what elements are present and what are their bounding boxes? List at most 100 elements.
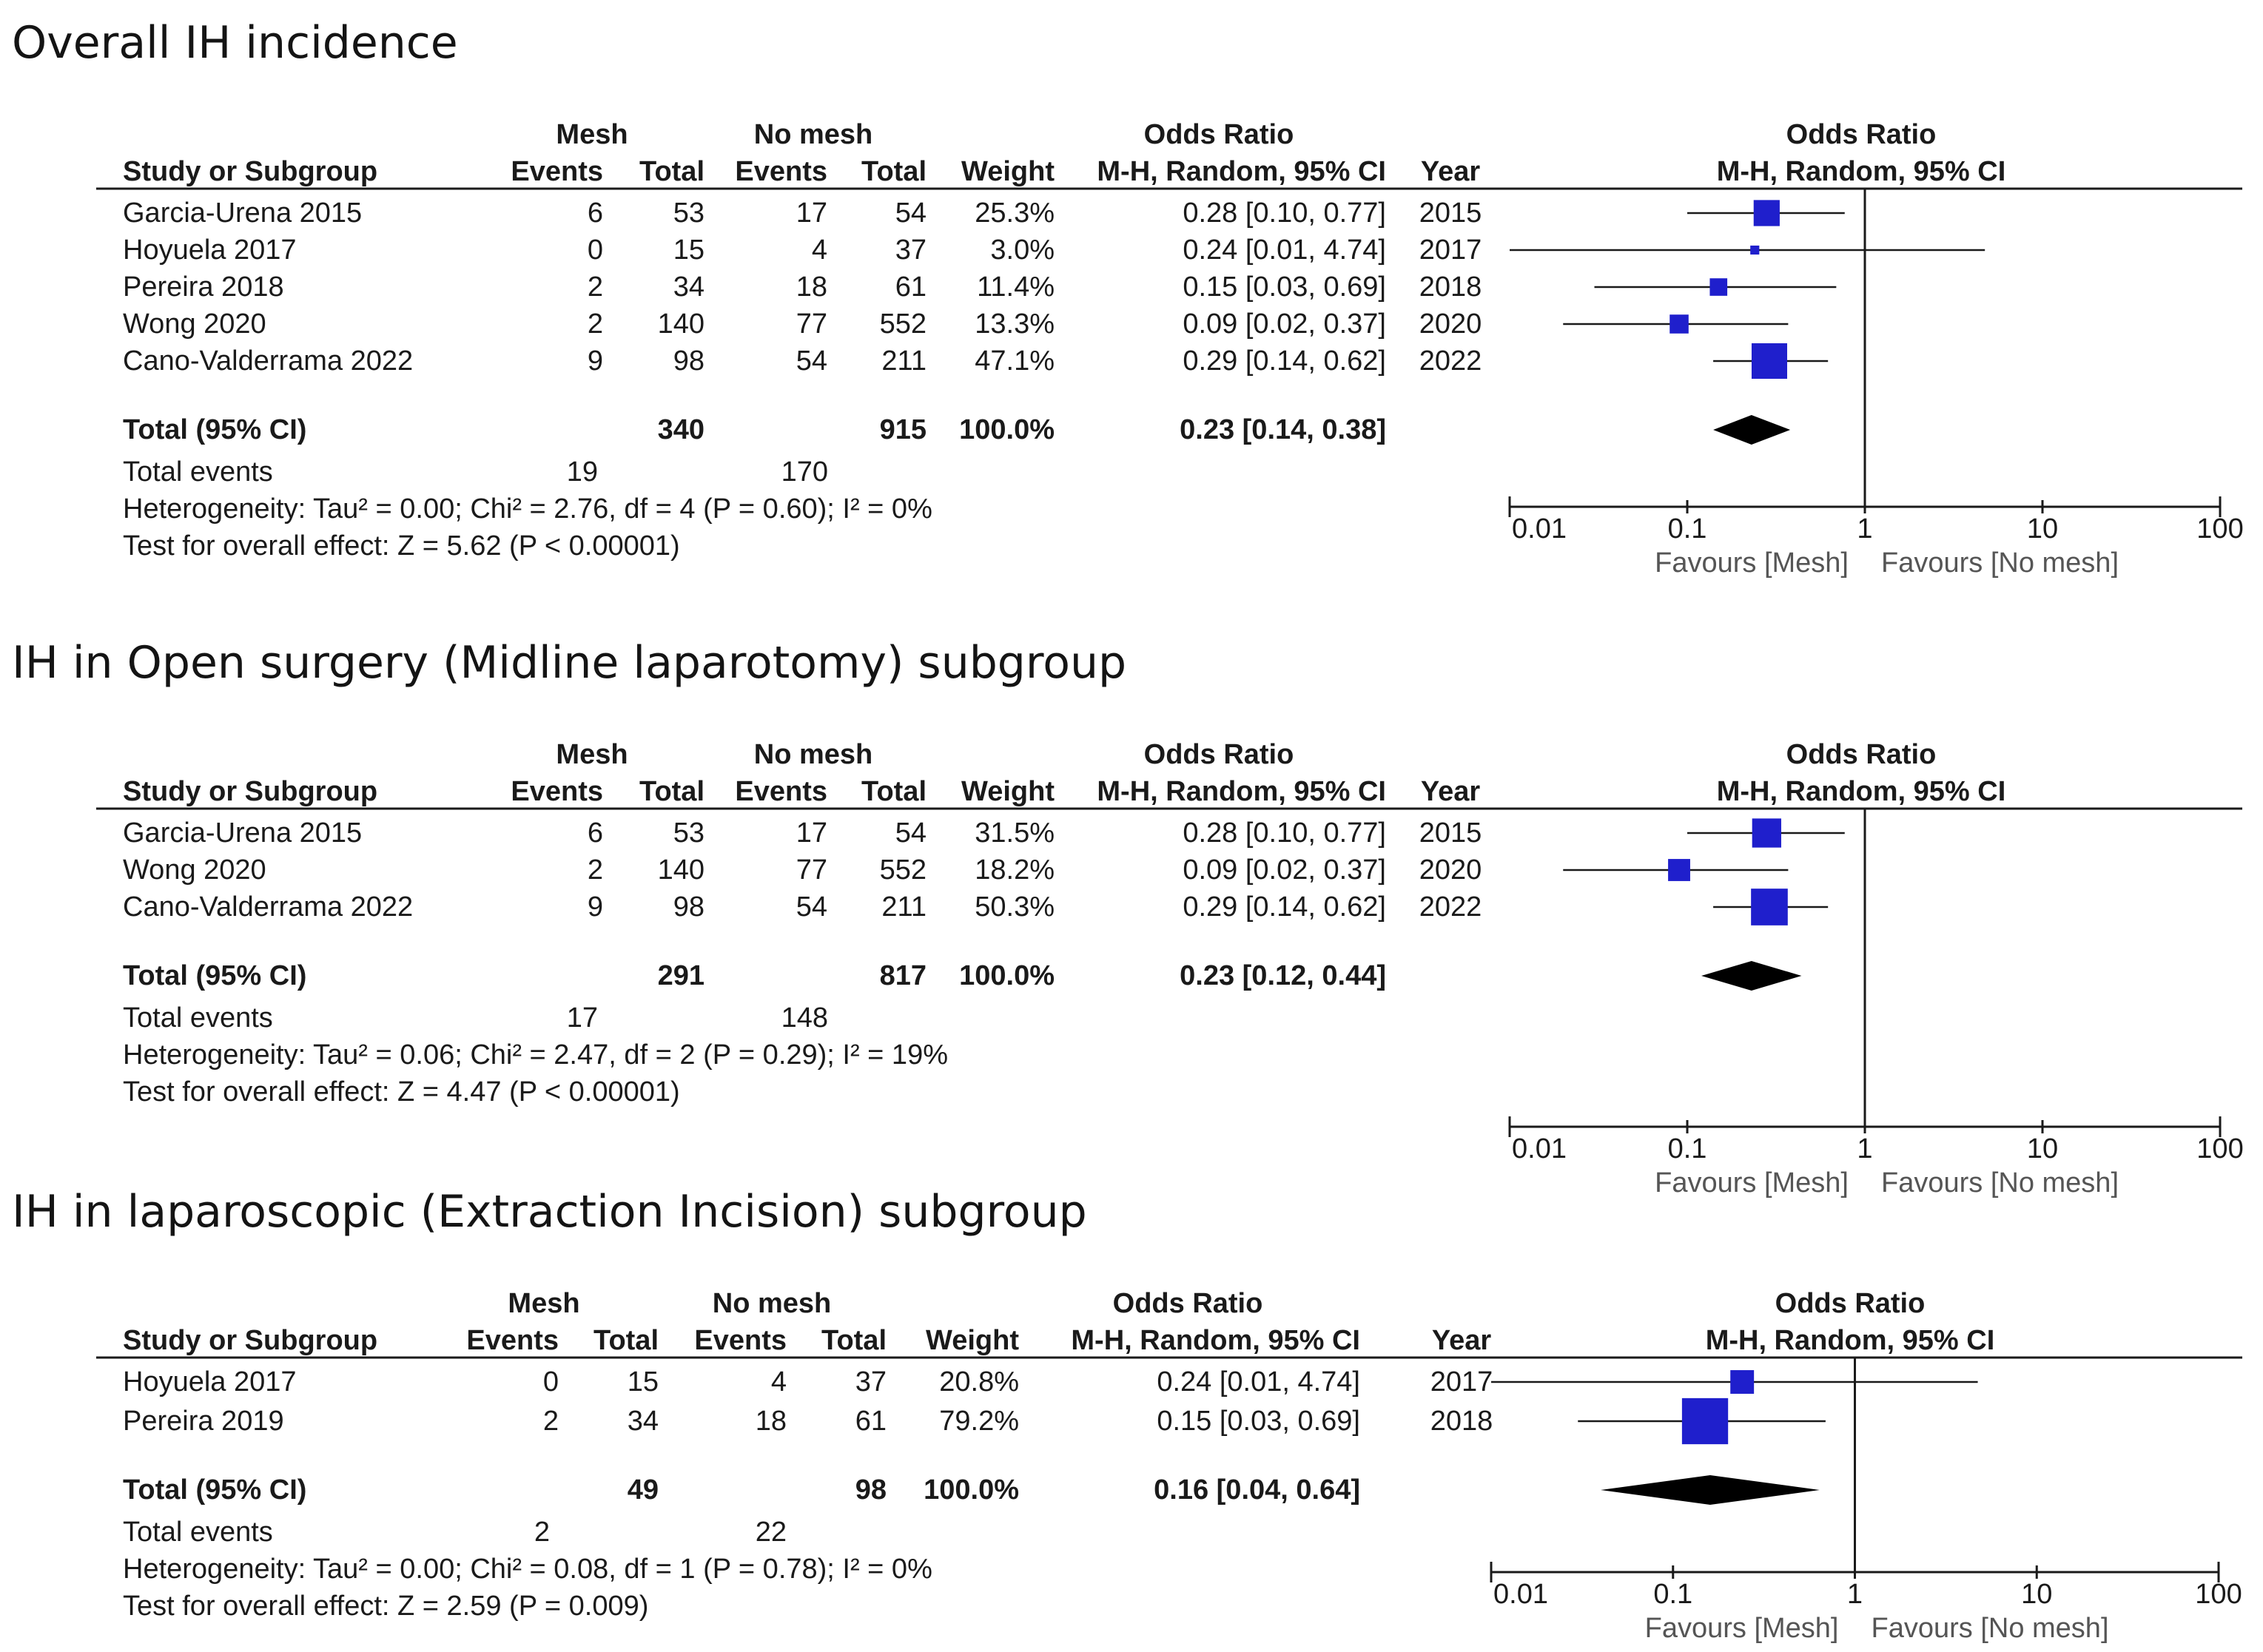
weight: 20.8% bbox=[939, 1366, 1019, 1398]
point-estimate-marker bbox=[1668, 859, 1690, 881]
favours-left-label: Favours [Mesh] bbox=[1655, 1167, 1849, 1198]
year: 2018 bbox=[1430, 1406, 1493, 1437]
header-no-mesh: No mesh bbox=[754, 739, 872, 770]
x-axis: 0.01 0.1 1 10 100 Favours [Mesh] Favours [No m… bbox=[1508, 1116, 2244, 1198]
favours-right-label: Favours [No mesh] bbox=[1872, 1613, 2109, 1644]
study-row: Garcia-Urena 2015 6 53 17 54 25.3% 0.28 [0.10,… bbox=[123, 198, 1845, 229]
weight: 13.3% bbox=[975, 309, 1055, 340]
overall-effect-test: Test for overall effect: Z = 4.47 (P < 0… bbox=[123, 1076, 680, 1107]
favours-right-label: Favours [No mesh] bbox=[1881, 547, 2119, 579]
odds-ratio-ci: 0.29 [0.14, 0.62] bbox=[1183, 345, 1386, 377]
point-estimate-marker bbox=[1751, 889, 1788, 926]
events-no-mesh: 4 bbox=[812, 235, 827, 266]
tick-label: 0.01 bbox=[1512, 513, 1567, 545]
total-mesh: 53 bbox=[673, 817, 705, 849]
x-axis: 0.01 0.1 1 10 100 Favours [Mesh] Favours [No m… bbox=[1490, 1562, 2242, 1644]
total-mesh: 140 bbox=[658, 854, 705, 886]
header-total-mesh: Total bbox=[639, 156, 705, 187]
events-no-mesh: 77 bbox=[796, 854, 827, 886]
study-name: Cano-Valderrama 2022 bbox=[123, 345, 413, 377]
forest-panel-2: IH in Open surgery (Midline laparotomy) … bbox=[12, 637, 2244, 1198]
total-events-label: Total events bbox=[123, 1517, 273, 1548]
total-weight: 100.0% bbox=[959, 960, 1055, 991]
total-no-mesh: 211 bbox=[881, 891, 927, 923]
events-mesh: 2 bbox=[543, 1406, 559, 1437]
total-no-mesh: 54 bbox=[895, 198, 927, 229]
odds-ratio-ci: 0.29 [0.14, 0.62] bbox=[1183, 891, 1386, 923]
pooled-diamond bbox=[1713, 415, 1791, 445]
header-study: Study or Subgroup bbox=[123, 1325, 377, 1356]
study-row: Cano-Valderrama 2022 9 98 54 211 47.1% 0.29 [0… bbox=[123, 343, 1829, 380]
tick-label: 0.1 bbox=[1668, 513, 1707, 545]
study-name: Cano-Valderrama 2022 bbox=[123, 891, 413, 923]
study-name: Wong 2020 bbox=[123, 854, 266, 886]
total-mesh: 98 bbox=[673, 891, 705, 923]
header-no-mesh: No mesh bbox=[713, 1288, 831, 1319]
header-plot-method: M-H, Random, 95% CI bbox=[1706, 1325, 1995, 1356]
header-odds-ratio: Odds Ratio bbox=[1144, 119, 1294, 150]
pooled-odds-ratio-ci: 0.23 [0.14, 0.38] bbox=[1180, 414, 1386, 445]
total-no-mesh: 211 bbox=[881, 345, 927, 377]
total-events-no-mesh: 22 bbox=[756, 1517, 787, 1548]
header-year: Year bbox=[1421, 156, 1481, 187]
events-mesh: 2 bbox=[588, 309, 603, 340]
tick-label: 0.01 bbox=[1493, 1579, 1548, 1610]
point-estimate-marker bbox=[1730, 1370, 1755, 1394]
events-mesh: 6 bbox=[588, 817, 603, 849]
study-row: Wong 2020 2 140 77 552 18.2% 0.09 [0.02, 0.37]… bbox=[123, 854, 1789, 886]
tick-label: 1 bbox=[1847, 1579, 1863, 1610]
study-name: Wong 2020 bbox=[123, 309, 266, 340]
favours-left-label: Favours [Mesh] bbox=[1645, 1613, 1839, 1644]
weight: 31.5% bbox=[975, 817, 1055, 849]
total-mesh: 15 bbox=[628, 1366, 659, 1398]
tick-label: 10 bbox=[2021, 1579, 2052, 1610]
total-row: Total (95% CI) 340 915 100.0% 0.23 [0.14, 0.… bbox=[123, 414, 1791, 445]
tick-label: 10 bbox=[2027, 1133, 2058, 1164]
events-no-mesh: 54 bbox=[796, 345, 827, 377]
total-events-no-mesh: 148 bbox=[781, 1002, 828, 1034]
total-no-mesh: 61 bbox=[855, 1406, 887, 1437]
header-events-mesh: Events bbox=[466, 1325, 559, 1356]
odds-ratio-ci: 0.24 [0.01, 4.74] bbox=[1183, 235, 1386, 266]
total-label: Total (95% CI) bbox=[123, 960, 306, 991]
header-events-mesh: Events bbox=[511, 776, 603, 807]
point-estimate-marker bbox=[1750, 245, 1760, 255]
pooled-diamond bbox=[1600, 1475, 1820, 1505]
panel-title: IH in laparoscopic (Extraction Incision)… bbox=[12, 1186, 1087, 1238]
header-odds-ratio: Odds Ratio bbox=[1144, 739, 1294, 770]
header-plot-odds-ratio: Odds Ratio bbox=[1786, 739, 1937, 770]
odds-ratio-ci: 0.15 [0.03, 0.69] bbox=[1183, 272, 1386, 303]
events-no-mesh: 18 bbox=[796, 272, 827, 303]
weight: 47.1% bbox=[975, 345, 1055, 377]
header-events-no-mesh: Events bbox=[735, 776, 827, 807]
total-events-no-mesh: 170 bbox=[781, 456, 828, 488]
total-weight: 100.0% bbox=[924, 1474, 1019, 1506]
header-year: Year bbox=[1421, 776, 1481, 807]
header-weight: Weight bbox=[961, 156, 1055, 187]
total-events-label: Total events bbox=[123, 456, 273, 488]
point-estimate-marker bbox=[1681, 1398, 1729, 1445]
header-or-method: M-H, Random, 95% CI bbox=[1071, 1325, 1360, 1356]
study-row: Hoyuela 2017 0 15 4 37 20.8% 0.24 [0.01, 4.74]… bbox=[123, 1366, 1978, 1398]
events-mesh: 6 bbox=[588, 198, 603, 229]
odds-ratio-ci: 0.09 [0.02, 0.37] bbox=[1183, 309, 1386, 340]
weight: 11.4% bbox=[977, 272, 1055, 303]
study-name: Garcia-Urena 2015 bbox=[123, 198, 362, 229]
tick-label: 10 bbox=[2027, 513, 2058, 545]
study-row: Wong 2020 2 140 77 552 13.3% 0.09 [0.02, 0.37]… bbox=[123, 309, 1789, 340]
forest-panel-3: IH in laparoscopic (Extraction Incision)… bbox=[12, 1186, 2242, 1644]
total-mesh: 53 bbox=[673, 198, 705, 229]
odds-ratio-ci: 0.28 [0.10, 0.77] bbox=[1183, 817, 1386, 849]
total-mesh: 34 bbox=[628, 1406, 659, 1437]
header-or-method: M-H, Random, 95% CI bbox=[1097, 156, 1386, 187]
total-no-mesh: 61 bbox=[895, 272, 927, 303]
tick-label: 100 bbox=[2196, 513, 2243, 545]
total-no-mesh: 552 bbox=[880, 309, 927, 340]
year: 2020 bbox=[1419, 309, 1482, 340]
study-name: Pereira 2018 bbox=[123, 272, 284, 303]
events-no-mesh: 17 bbox=[796, 198, 827, 229]
tick-label: 100 bbox=[2195, 1579, 2242, 1610]
odds-ratio-ci: 0.15 [0.03, 0.69] bbox=[1157, 1406, 1360, 1437]
overall-effect-test: Test for overall effect: Z = 5.62 (P < 0… bbox=[123, 530, 680, 562]
study-row: Pereira 2018 2 34 18 61 11.4% 0.15 [0.03, 0.69… bbox=[123, 272, 1837, 303]
